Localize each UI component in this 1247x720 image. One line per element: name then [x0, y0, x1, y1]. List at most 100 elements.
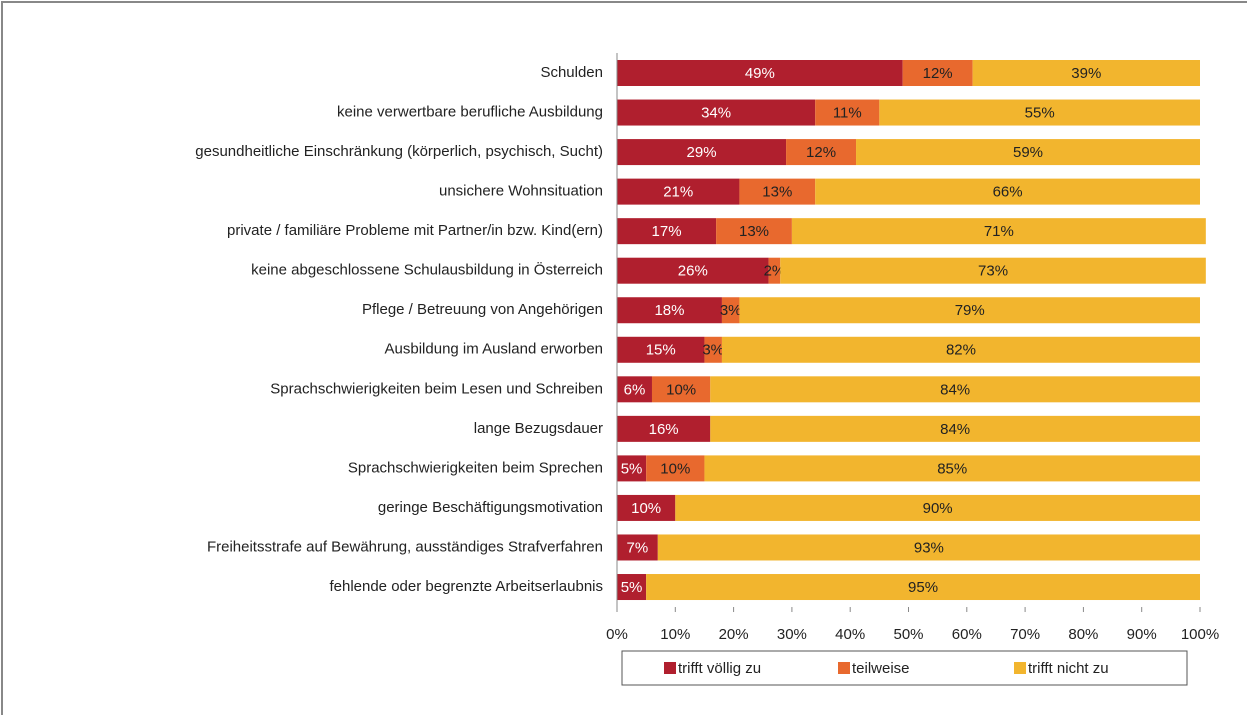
x-tick-label: 60%: [952, 626, 982, 643]
data-label: 18%: [654, 302, 684, 319]
bar-segment: [721, 297, 740, 324]
y-tick-label: Pflege / Betreuung von Angehörigen: [362, 301, 603, 318]
y-tick-label: Sprachschwierigkeiten beim Lesen und Sch…: [270, 380, 603, 397]
data-label: 10%: [631, 500, 661, 517]
data-label: 3%: [702, 342, 724, 359]
bar-segment: [617, 297, 722, 324]
y-tick-label: keine verwertbare berufliche Ausbildung: [337, 104, 603, 121]
x-tick-label: 90%: [1127, 626, 1157, 643]
x-tick-label: 10%: [660, 626, 690, 643]
data-label: 90%: [923, 500, 953, 517]
y-tick-label: lange Bezugsdauer: [474, 420, 603, 437]
data-label: 6%: [624, 381, 646, 398]
x-tick-label: 80%: [1068, 626, 1098, 643]
bar-segment: [675, 494, 1200, 521]
bar-segment: [786, 139, 857, 166]
data-label: 13%: [739, 223, 769, 240]
x-tick-label: 100%: [1181, 626, 1219, 643]
y-tick-label: Schulden: [540, 64, 603, 81]
bar-segment: [704, 455, 1200, 482]
data-label: 55%: [1025, 105, 1055, 122]
data-label: 66%: [993, 184, 1023, 201]
x-tick-label: 50%: [893, 626, 923, 643]
data-label: 49%: [745, 65, 775, 82]
data-label: 12%: [923, 65, 953, 82]
bar-segment: [710, 415, 1200, 442]
data-label: 84%: [940, 421, 970, 438]
y-tick-label: keine abgeschlossene Schulausbildung in …: [251, 261, 603, 279]
data-label: 84%: [940, 381, 970, 398]
data-label: 3%: [720, 302, 742, 319]
x-tick-label: 30%: [777, 626, 807, 643]
data-label: 39%: [1071, 65, 1101, 82]
data-label: 59%: [1013, 144, 1043, 161]
bar-segment: [739, 178, 816, 205]
data-label: 85%: [937, 460, 967, 477]
bar-segment: [617, 336, 705, 363]
bar-segment: [617, 60, 903, 86]
data-label: 15%: [646, 342, 676, 359]
data-label: 16%: [649, 421, 679, 438]
data-label: 93%: [914, 539, 944, 556]
legend-label: teilweise: [852, 660, 910, 677]
y-tick-label: unsichere Wohnsituation: [439, 183, 603, 200]
bar-segment: [617, 574, 647, 601]
bar-segment: [815, 178, 1200, 205]
y-tick-label: private / familiäre Probleme mit Partner…: [227, 222, 603, 239]
bar-segment: [617, 455, 647, 482]
y-tick-label: gesundheitliche Einschränkung (körperlic…: [195, 143, 603, 160]
data-label: 73%: [978, 263, 1008, 280]
bar-segment: [710, 376, 1200, 403]
data-label: 29%: [687, 144, 717, 161]
y-tick-label: Sprachschwierigkeiten beim Sprechen: [348, 459, 603, 476]
bar-segment: [704, 336, 722, 363]
bar-segment: [617, 534, 658, 561]
bar-segment: [716, 218, 792, 245]
data-label: 11%: [833, 105, 862, 122]
data-label: 79%: [955, 302, 985, 319]
data-label: 13%: [762, 184, 792, 201]
bar-segment: [617, 257, 769, 284]
bar-segment: [902, 60, 973, 86]
bar-segment: [791, 218, 1206, 245]
data-label: 95%: [908, 579, 938, 596]
bar-segment: [780, 257, 1206, 284]
data-label: 7%: [627, 539, 649, 556]
x-tick-label: 20%: [719, 626, 749, 643]
bar-segment: [617, 99, 816, 126]
bar-segment: [657, 534, 1200, 561]
bar-segment: [617, 139, 787, 166]
legend-swatch: [838, 662, 850, 674]
data-label: 26%: [678, 263, 708, 280]
data-label: 5%: [621, 579, 643, 596]
bar-segment: [972, 60, 1200, 86]
legend-label: trifft nicht zu: [1028, 660, 1109, 677]
y-tick-label: Ausbildung im Ausland erworben: [385, 341, 603, 358]
bar-segment: [617, 494, 676, 521]
legend-box: [621, 650, 1188, 686]
x-tick-label: 0%: [606, 626, 628, 643]
bar-segment: [646, 574, 1200, 601]
data-label: 34%: [701, 105, 731, 122]
bar-segment: [815, 99, 880, 126]
bar-segment: [739, 297, 1200, 324]
data-label: 2%: [764, 263, 786, 280]
bar-segment: [617, 178, 740, 205]
bar-segment: [646, 455, 705, 482]
bar-segment: [721, 336, 1200, 363]
bar-segment: [617, 376, 652, 403]
x-tick-label: 70%: [1010, 626, 1040, 643]
data-label: 10%: [660, 460, 690, 477]
bar-segment: [768, 257, 781, 284]
legend-swatch: [664, 662, 676, 674]
data-label: 71%: [984, 223, 1014, 240]
bar-segment: [651, 376, 711, 403]
bar-segment: [617, 218, 717, 245]
data-label: 10%: [666, 381, 696, 398]
data-label: 12%: [806, 144, 836, 161]
x-tick-label: 40%: [835, 626, 865, 643]
data-label: 17%: [652, 223, 682, 240]
y-tick-label: fehlende oder begrenzte Arbeitserlaubnis: [329, 578, 603, 595]
